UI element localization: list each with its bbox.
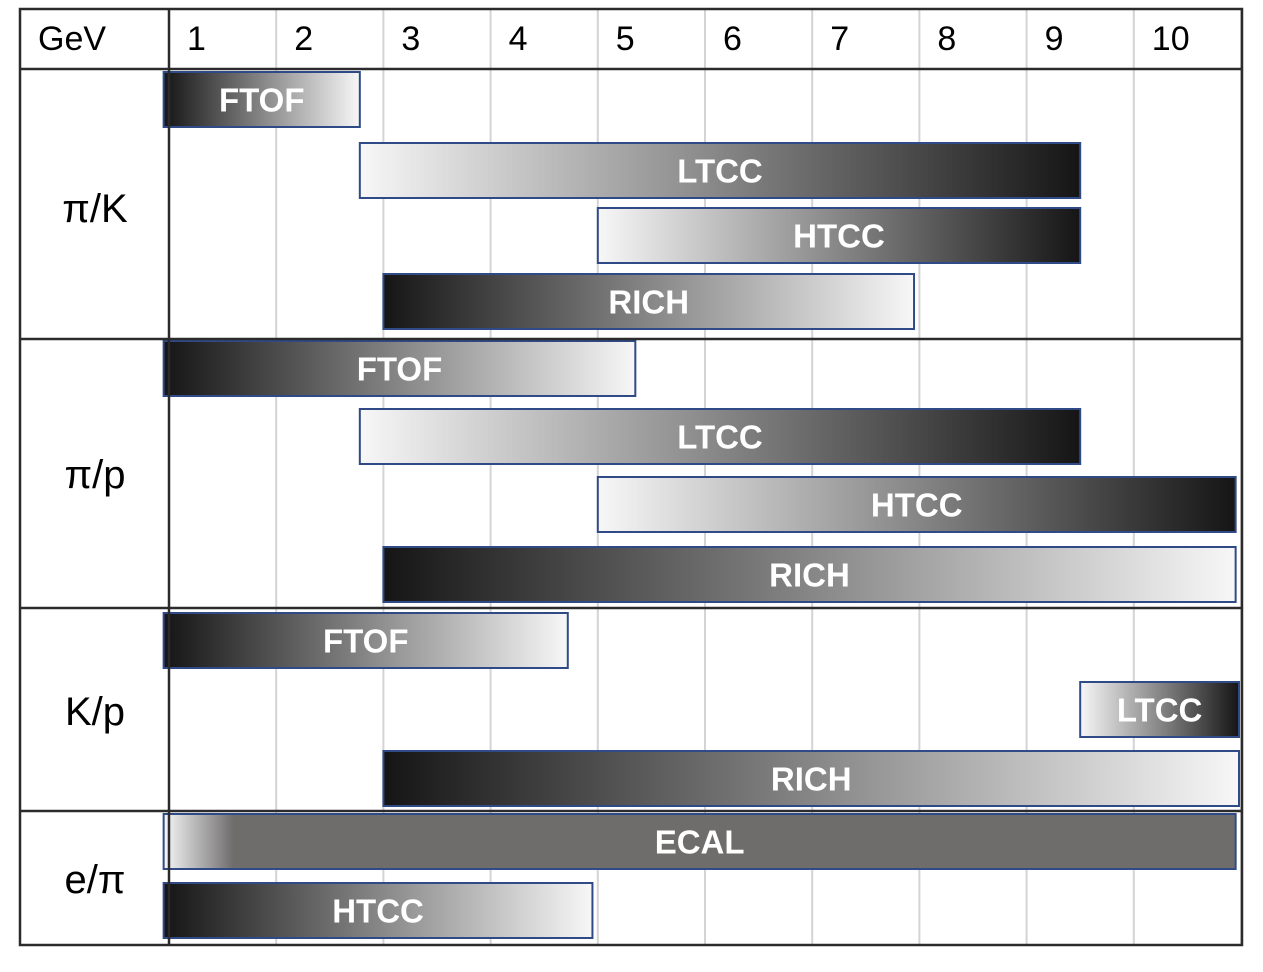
- group-label-pi-k: π/K: [62, 187, 128, 231]
- bar-ftof-group-2: FTOF: [162, 340, 637, 397]
- bar-rect: [162, 340, 637, 397]
- x-tick-label: 3: [401, 20, 420, 58]
- bar-htcc-group-2: HTCC: [596, 476, 1237, 533]
- x-tick-label: 4: [509, 20, 528, 58]
- bar-rich-group-1: RICH: [382, 273, 916, 330]
- bar-rich-group-3: RICH: [382, 750, 1240, 807]
- bar-label: FTOF: [323, 623, 409, 660]
- bar-rect: [596, 207, 1082, 264]
- bar-label: LTCC: [677, 419, 763, 456]
- bar-label: FTOF: [357, 351, 443, 388]
- bar-ftof-group-3: FTOF: [162, 612, 569, 669]
- x-tick-label: 2: [294, 20, 313, 58]
- bar-label: LTCC: [677, 153, 763, 190]
- bar-label: HTCC: [332, 893, 424, 930]
- bar-label: LTCC: [1117, 692, 1203, 729]
- bar-ltcc-group-2: LTCC: [358, 408, 1082, 465]
- bar-rect: [162, 882, 594, 939]
- group-label-pi-p: π/p: [65, 453, 126, 497]
- table-borders: [18, 7, 1244, 947]
- bar-label: RICH: [769, 557, 850, 594]
- bar-rect: [358, 408, 1082, 465]
- x-tick-label: 10: [1152, 20, 1190, 58]
- bar-ltcc-group-3: LTCC: [1079, 681, 1240, 738]
- bar-label: FTOF: [219, 82, 305, 119]
- bar-rich-group-2: RICH: [382, 546, 1237, 603]
- group-label-k-p: K/p: [65, 690, 125, 734]
- bar-label: RICH: [608, 284, 689, 321]
- bar-label: HTCC: [793, 218, 885, 255]
- bar-rect: [162, 813, 1237, 870]
- bar-ftof-group-1: FTOF: [162, 71, 361, 128]
- x-axis-ticks: 1 2 3 4 5 6 7 8 9 10: [187, 20, 1190, 58]
- bar-rect: [596, 476, 1237, 533]
- bar-ecal-group-4: ECAL: [162, 813, 1237, 870]
- bar-ltcc-group-1: LTCC: [358, 142, 1082, 199]
- bar-htcc-group-1: HTCC: [596, 207, 1082, 264]
- x-tick-label: 1: [187, 20, 206, 58]
- x-tick-label: 6: [723, 20, 742, 58]
- bar-htcc-group-4: HTCC: [162, 882, 594, 939]
- group-label-e-pi: e/π: [65, 858, 126, 902]
- bar-rect: [1079, 681, 1240, 738]
- detector-bars: FTOF LTCC HTCC RICH FTOF LTCC HTCC RICH FTOF LTCC…: [162, 71, 1240, 939]
- bar-rect: [382, 750, 1240, 807]
- bar-label: HTCC: [871, 487, 963, 524]
- bar-label: RICH: [771, 761, 852, 798]
- x-tick-label: 7: [830, 20, 849, 58]
- bar-rect: [358, 142, 1082, 199]
- x-tick-label: 8: [937, 20, 956, 58]
- bar-label: ECAL: [655, 824, 745, 861]
- bar-rect: [162, 71, 361, 128]
- x-tick-label: 9: [1045, 20, 1064, 58]
- bar-rect: [382, 546, 1237, 603]
- unit-label: GeV: [38, 20, 106, 58]
- bar-rect: [162, 612, 569, 669]
- x-tick-label: 5: [616, 20, 635, 58]
- bar-rect: [382, 273, 916, 330]
